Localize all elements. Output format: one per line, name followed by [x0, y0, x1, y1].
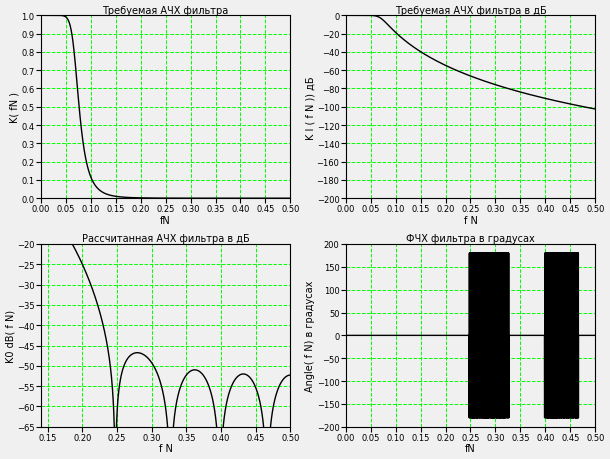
X-axis label: fN: fN [160, 215, 171, 225]
Y-axis label: K I ( f N )) дБ: K I ( f N )) дБ [305, 76, 315, 139]
Title: Рассчитанная АЧХ фильтра в дБ: Рассчитанная АЧХ фильтра в дБ [82, 234, 249, 244]
Title: Требуемая АЧХ фильтра: Требуемая АЧХ фильтра [102, 6, 229, 16]
Y-axis label: K0 dB( f N): K0 dB( f N) [5, 309, 16, 362]
Title: Требуемая АЧХ фильтра в дБ: Требуемая АЧХ фильтра в дБ [395, 6, 547, 16]
Title: ФЧХ фильтра в градусах: ФЧХ фильтра в градусах [406, 234, 535, 244]
X-axis label: f N: f N [464, 215, 478, 225]
Y-axis label: K( fN ): K( fN ) [10, 92, 20, 123]
X-axis label: f N: f N [159, 443, 173, 453]
X-axis label: fN: fN [465, 443, 476, 453]
Y-axis label: Angle( f N) в градусах: Angle( f N) в градусах [305, 280, 315, 391]
